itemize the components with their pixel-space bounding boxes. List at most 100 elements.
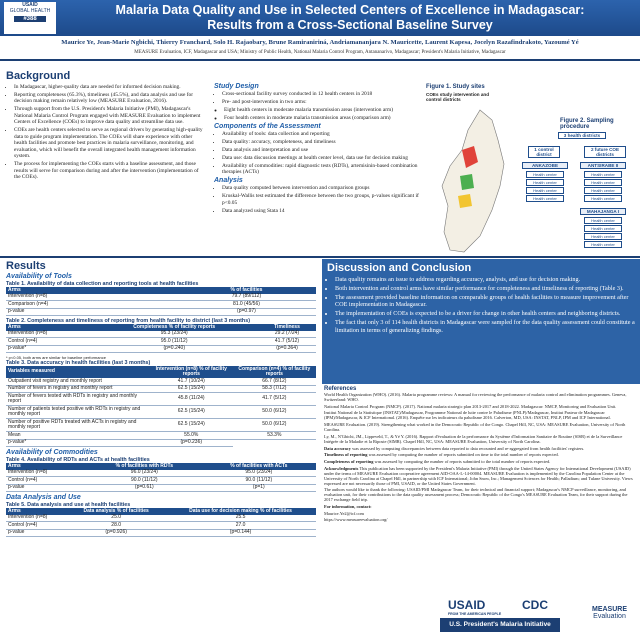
cell: 81.0 (45/56) <box>176 300 316 309</box>
cell: (p=0.97) <box>176 308 316 316</box>
bullet-list: Eight health centers in moderate malaria… <box>214 107 419 121</box>
cell: 27.0 <box>165 521 316 530</box>
table-caption: Table 1. Availability of data collection… <box>6 281 199 287</box>
cell: 90.0 (11/12) <box>201 476 316 485</box>
cell: 25.5 <box>165 514 316 522</box>
cell: p-value <box>6 484 87 492</box>
map-region <box>458 194 472 208</box>
row: Intervention (n=8) 25.0 25.5 <box>6 514 316 522</box>
cell: Control (n=4) <box>6 521 68 530</box>
table-caption: Table 5. Data analysis and use at health… <box>6 502 131 508</box>
bullet: Through support from the U.S. President'… <box>14 106 206 125</box>
row: Intervention (n=8) 95.3 (23/24) 29.2 (7/24… <box>6 330 316 338</box>
cell: Mean <box>6 431 150 440</box>
bullet: Availability of commodities: rapid diagn… <box>222 163 419 176</box>
cell: p-value* <box>6 439 150 447</box>
cdc-logo: CDC <box>522 598 548 612</box>
row: p-value (p=0.926) (p=0.144) <box>6 529 316 537</box>
sub-heading: Availability of Commodities <box>6 449 98 456</box>
divider <box>0 59 640 61</box>
badge: USAID GLOBAL HEALTH #388 <box>4 2 56 34</box>
bullet: Data analysis and interpretation and use <box>222 147 419 153</box>
row: Control (n=4) 28.0 27.0 <box>6 521 316 530</box>
bullet: Both intervention and control arms have … <box>335 285 637 292</box>
cell: p-value <box>6 529 68 537</box>
column-header: Comparison (n=4) % of facility reports <box>232 366 316 378</box>
cell: Intervention (n=8) <box>6 469 87 477</box>
definition: Timeliness of reporting was assessed by … <box>324 452 634 457</box>
cell: 50.0 (6/12) <box>232 418 316 432</box>
section-heading: Discussion and Conclusion <box>327 262 472 274</box>
flow-box: 3 health districts <box>558 132 606 139</box>
pmi-logo: U.S. President's Malaria Initiative <box>440 618 560 632</box>
health-center-box: Health center <box>584 171 622 178</box>
cell: (p=0.61) <box>86 484 202 492</box>
map <box>441 109 505 253</box>
column-header: Timeliness <box>257 324 316 331</box>
row: Intervention (n=8) 79.7 (89/112) <box>6 293 316 301</box>
column-header: % of facilities with ACTs <box>201 463 316 470</box>
table-note: * p<0.05, both arms are similar for base… <box>6 355 106 360</box>
cell: Outpatient visit registry and monthly re… <box>6 378 150 386</box>
sub-heading: Availability of Tools <box>6 273 72 280</box>
map-region <box>462 146 478 168</box>
health-center-box: Health center <box>584 195 622 202</box>
flow-box: 2 future COE districts <box>584 146 626 158</box>
cell: 29.2 (7/24) <box>257 330 316 338</box>
flow-box: 1 control district <box>528 146 560 158</box>
cell: Number of fevers tested with RDTs in reg… <box>6 392 150 406</box>
cell: 55.0% <box>149 431 233 440</box>
header-row: Arms Completeness % of facility reports Ti… <box>6 324 316 331</box>
cell: 95.3 (23/24) <box>90 330 258 338</box>
health-center-box: Health center <box>584 217 622 224</box>
results: Results Availability of Tools Table 1. A… <box>6 260 316 539</box>
sub-heading: References <box>324 386 357 392</box>
column-header: Arms <box>6 463 87 470</box>
bullet: Cross-sectional facility survey conducte… <box>222 91 419 97</box>
logo-text: MEASURE <box>592 606 628 613</box>
cell: (p=0.240) <box>90 345 258 353</box>
cell: Comparison (n=4) <box>6 300 177 309</box>
bullet-list: Availability of tools: data collection a… <box>214 131 419 176</box>
bullet-list: Data quality computed between interventi… <box>214 185 419 214</box>
row: Number of positive RDTs treated with ACT… <box>6 418 316 432</box>
cell: 95.0 (23/24) <box>201 469 316 477</box>
column-header: Completeness % of facility reports <box>90 324 258 331</box>
table: Arms% of facilities with RDTs% of facili… <box>6 463 316 492</box>
contact-heading: For information, contact: <box>324 504 372 510</box>
cell: (p=1) <box>201 484 316 492</box>
reference: MEASURE Evaluation. (2019). Strengthenin… <box>324 422 626 433</box>
section-heading: Background <box>6 70 71 82</box>
bullet-list: Data quality remains an issue to address… <box>327 276 637 334</box>
column-header: % of facilities with RDTs <box>86 463 202 470</box>
bullet: Data analyzed using Stata 14 <box>222 208 419 214</box>
row: Comparison (n=4) 81.0 (45/56) <box>6 300 316 309</box>
health-center-box: Health center <box>584 187 622 194</box>
title: Malaria Data Quality and Use in Selected… <box>60 3 640 33</box>
cell: 41.7 (5/12) <box>232 392 316 406</box>
section-heading: Results <box>6 260 46 272</box>
title-line: Results from a Cross-Sectional Baseline … <box>207 18 493 32</box>
bullet: COEs are health centers selected to serv… <box>14 127 206 159</box>
sub-heading: Data Analysis and Use <box>6 494 81 501</box>
cell: 62.5 (15/24) <box>149 385 233 393</box>
definition: Data accuracy was assessed by computing … <box>324 446 634 451</box>
table: Variables measured Intervention (n=8) % o… <box>6 366 316 447</box>
divider <box>0 256 640 258</box>
text: This publication has been supported by t… <box>324 465 633 486</box>
logo-line: USAID <box>22 2 38 8</box>
district-box: ANTSIRABE II <box>580 162 626 169</box>
table-caption: Table 2. Completeness and timeliness of … <box>6 318 251 324</box>
cell: 53.3% <box>232 431 316 440</box>
row: Number of fevers in registry and monthly… <box>6 385 316 393</box>
district-box: ANKAZOBE <box>522 162 568 169</box>
column-header: Arms <box>6 508 68 515</box>
table: Arms Data analysis % of facilities Data us… <box>6 508 316 537</box>
term: Acknowledgments <box>324 465 359 471</box>
text: was assessed by computing discrepancies … <box>352 445 585 451</box>
bullet: The assessment provided baseline informa… <box>335 294 637 309</box>
logo-sub: FROM THE AMERICAN PEOPLE <box>448 612 502 616</box>
cell: 66.7 (8/12) <box>232 378 316 386</box>
bullet: In Madagascar, higher-quality data are n… <box>14 84 206 90</box>
cell: (p=0.364) <box>257 345 316 353</box>
